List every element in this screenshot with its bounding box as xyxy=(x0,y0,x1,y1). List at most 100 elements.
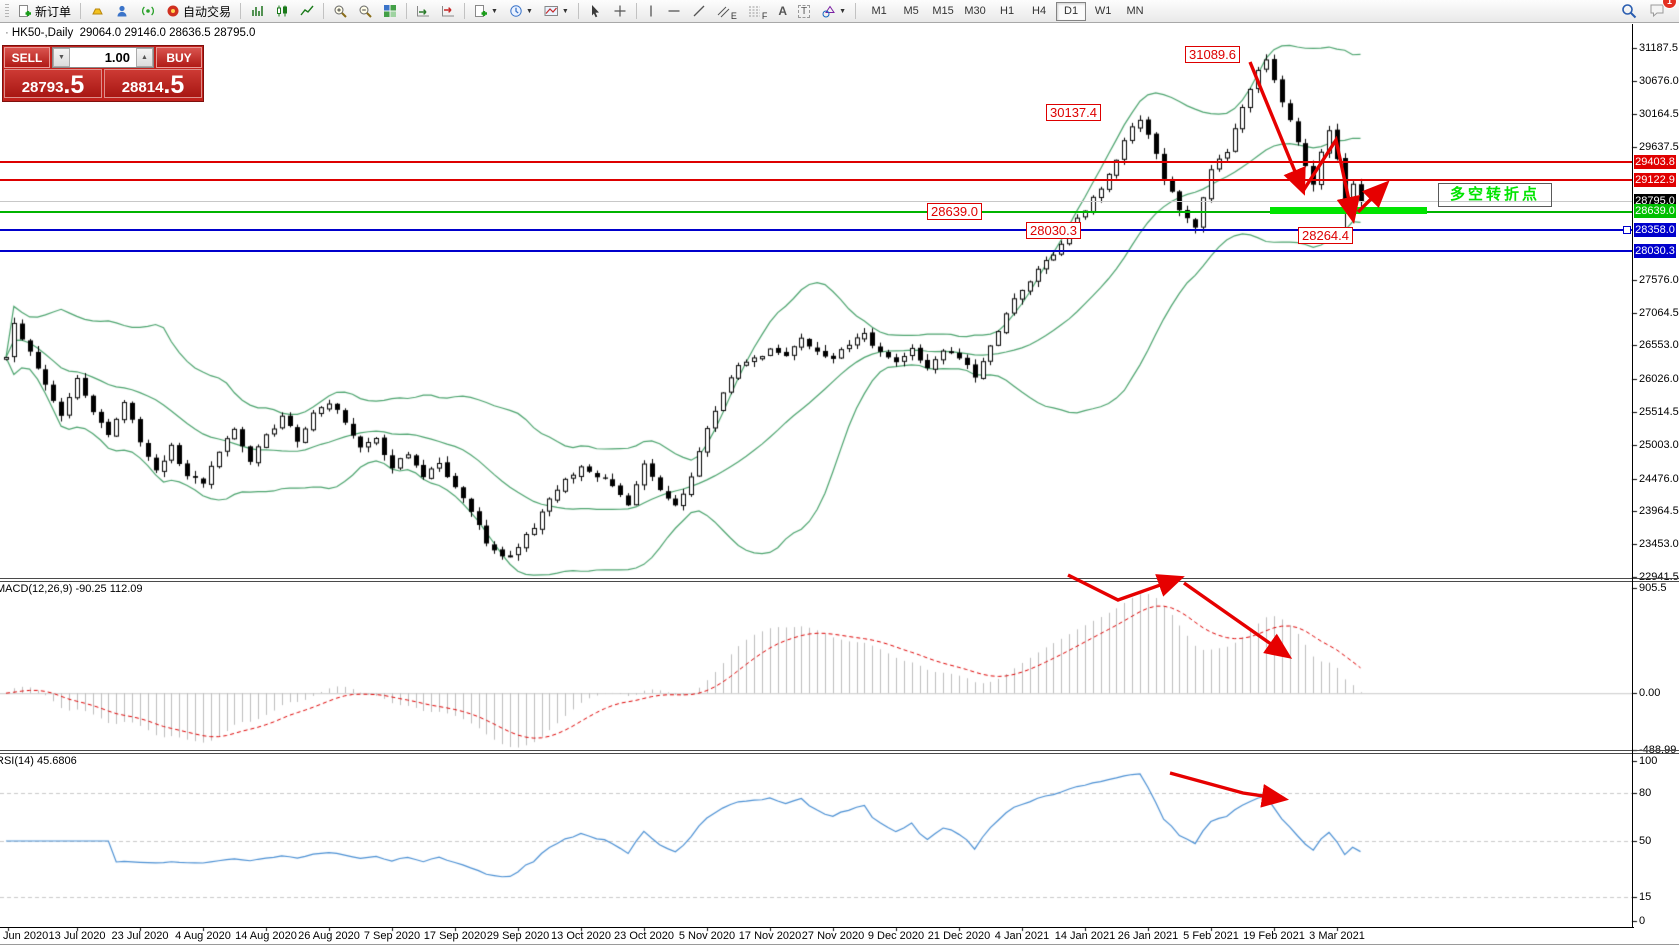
trendline-button[interactable] xyxy=(687,1,711,22)
timeframe-w1[interactable]: W1 xyxy=(1094,5,1112,17)
line-chart-button[interactable] xyxy=(295,1,319,22)
cursor-button[interactable] xyxy=(583,1,607,22)
axis-tick-label: 27576.0 xyxy=(1639,274,1679,286)
pane-separator[interactable] xyxy=(0,578,1679,579)
date-label: 7 Sep 2020 xyxy=(363,930,421,942)
time-axis[interactable] xyxy=(0,927,1634,928)
note-box[interactable]: 多空转折点 xyxy=(1438,183,1552,207)
shapes-button[interactable]: ▼ xyxy=(816,1,851,22)
template-button[interactable]: ▼ xyxy=(539,1,574,22)
sell-price-frac: .5 xyxy=(63,70,85,99)
price-line-28795[interactable] xyxy=(0,201,1632,202)
vline-button[interactable] xyxy=(641,1,661,22)
fibonacci-button[interactable]: F xyxy=(743,1,773,22)
price-label-28030.3[interactable]: 28030.3 xyxy=(1026,222,1081,239)
deposit-button[interactable] xyxy=(85,1,110,22)
timeframe-m30[interactable]: M30 xyxy=(964,5,986,17)
date-label: 21 Dec 2020 xyxy=(927,930,991,942)
price-axis[interactable] xyxy=(1632,24,1633,927)
signals-icon xyxy=(141,4,155,18)
toolbar-separator xyxy=(80,3,82,19)
axis-tick-label: 15 xyxy=(1639,891,1652,903)
axis-badge-28030.3: 28030.3 xyxy=(1634,244,1676,258)
support-highlight-bar[interactable] xyxy=(1270,207,1427,214)
price-label-31089.6[interactable]: 31089.6 xyxy=(1185,46,1240,63)
new-chart-button[interactable]: ▼ xyxy=(469,1,503,22)
pane-separator[interactable] xyxy=(0,750,1679,751)
axis-badge-28358.0: 28358.0 xyxy=(1634,223,1676,237)
date-label: Jun 2020 xyxy=(3,930,49,942)
timeframe-m1[interactable]: M1 xyxy=(871,5,887,17)
zoom-out-button[interactable] xyxy=(353,1,377,22)
date-label: 5 Nov 2020 xyxy=(678,930,736,942)
channel-button[interactable]: E xyxy=(712,1,742,22)
sell-button[interactable]: SELL xyxy=(4,47,50,68)
date-label: 4 Jan 2021 xyxy=(994,930,1050,942)
search-icon[interactable] xyxy=(1621,3,1637,19)
price-line-28030.3[interactable] xyxy=(0,249,1632,252)
axis-tick-label: 26026.0 xyxy=(1639,373,1679,385)
tile-windows-icon xyxy=(383,4,397,18)
chevron-down-icon: ▼ xyxy=(491,7,498,15)
chart-symbol-period: HK50-,Daily xyxy=(11,27,74,39)
toolbar-separator xyxy=(577,3,579,19)
autotrade-label: 自动交易 xyxy=(183,4,232,19)
notifications-icon[interactable]: 1 xyxy=(1649,0,1677,21)
buy-price-main: 28814 xyxy=(121,79,164,97)
axis-tick-label: 22941.5 xyxy=(1639,571,1679,583)
price-label-28639.0[interactable]: 28639.0 xyxy=(927,203,982,220)
date-label: 14 Jan 2021 xyxy=(1054,930,1116,942)
price-line-29403.8[interactable] xyxy=(0,161,1632,164)
volume-increase-button[interactable]: ▲ xyxy=(136,48,153,67)
sell-price-button[interactable]: 28793.5 xyxy=(4,69,102,98)
timeframe-m5[interactable]: M5 xyxy=(903,5,919,17)
timeframe-d1[interactable]: D1 xyxy=(1056,1,1087,21)
accounts-icon xyxy=(116,4,130,18)
volume-decrease-button[interactable]: ▼ xyxy=(53,48,70,67)
period-button[interactable]: ▼ xyxy=(504,1,538,22)
price-label-28264.4[interactable]: 28264.4 xyxy=(1298,227,1353,244)
crosshair-button[interactable] xyxy=(608,1,632,22)
text-button[interactable]: A xyxy=(773,1,792,22)
price-line-28358[interactable] xyxy=(0,228,1632,231)
channel-icon xyxy=(717,4,730,18)
buy-button[interactable]: BUY xyxy=(156,47,202,68)
chart-shift-button[interactable] xyxy=(436,1,460,22)
zoom-in-button[interactable] xyxy=(328,1,352,22)
volume-input[interactable]: 1.00 xyxy=(104,50,130,65)
price-line-28639[interactable] xyxy=(0,210,1632,213)
price-label-30137.4[interactable]: 30137.4 xyxy=(1046,104,1101,121)
new-order-button[interactable]: 新订单 xyxy=(13,1,76,22)
candlestick-button[interactable] xyxy=(270,1,294,22)
trendline-anchor-marker[interactable] xyxy=(1623,226,1631,234)
accounts-button[interactable] xyxy=(111,1,135,22)
timeframe-m15[interactable]: M15 xyxy=(932,5,954,17)
hline-button[interactable] xyxy=(662,1,686,22)
toolbar-separator xyxy=(464,3,466,19)
period-icon xyxy=(509,4,523,18)
fibonacci-icon xyxy=(748,4,761,18)
channel-letter: E xyxy=(730,10,737,21)
auto-scroll-button[interactable] xyxy=(411,1,435,22)
bar-chart-button[interactable] xyxy=(245,1,269,22)
pane-separator[interactable] xyxy=(0,753,1679,754)
toolbar-grip[interactable] xyxy=(5,3,9,19)
autotrade-button[interactable]: 自动交易 xyxy=(161,1,236,22)
signals-button[interactable] xyxy=(136,1,160,22)
date-label: 29 Sep 2020 xyxy=(486,930,550,942)
timeframe-mn[interactable]: MN xyxy=(1126,5,1144,17)
timeframe-h4[interactable]: H4 xyxy=(1032,5,1047,17)
price-line-29122.9[interactable] xyxy=(0,179,1632,182)
bar-chart-icon xyxy=(250,4,264,18)
timeframe-h1[interactable]: H1 xyxy=(1000,5,1015,17)
one-click-trade-panel: SELL ▼ 1.00 ▲ BUY 28793.5 28814.5 xyxy=(2,45,204,102)
buy-price-button[interactable]: 28814.5 xyxy=(104,69,202,98)
pane-separator[interactable] xyxy=(0,581,1679,582)
axis-tick-label: 31187.5 xyxy=(1639,42,1678,54)
label-button[interactable]: T xyxy=(793,1,815,22)
date-label: 27 Nov 2020 xyxy=(801,930,865,942)
tile-windows-button[interactable] xyxy=(378,1,402,22)
volume-spinner: ▼ 1.00 ▲ xyxy=(52,47,154,68)
